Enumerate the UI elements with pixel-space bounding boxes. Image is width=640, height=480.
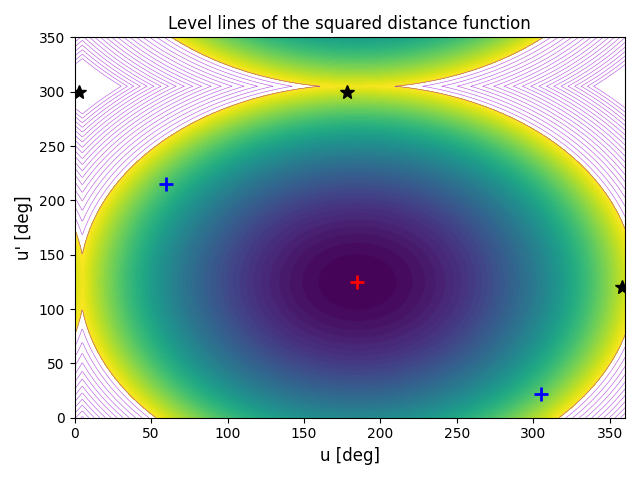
Title: Level lines of the squared distance function: Level lines of the squared distance func…	[168, 15, 531, 33]
X-axis label: u [deg]: u [deg]	[320, 447, 380, 465]
Y-axis label: u' [deg]: u' [deg]	[15, 195, 33, 260]
